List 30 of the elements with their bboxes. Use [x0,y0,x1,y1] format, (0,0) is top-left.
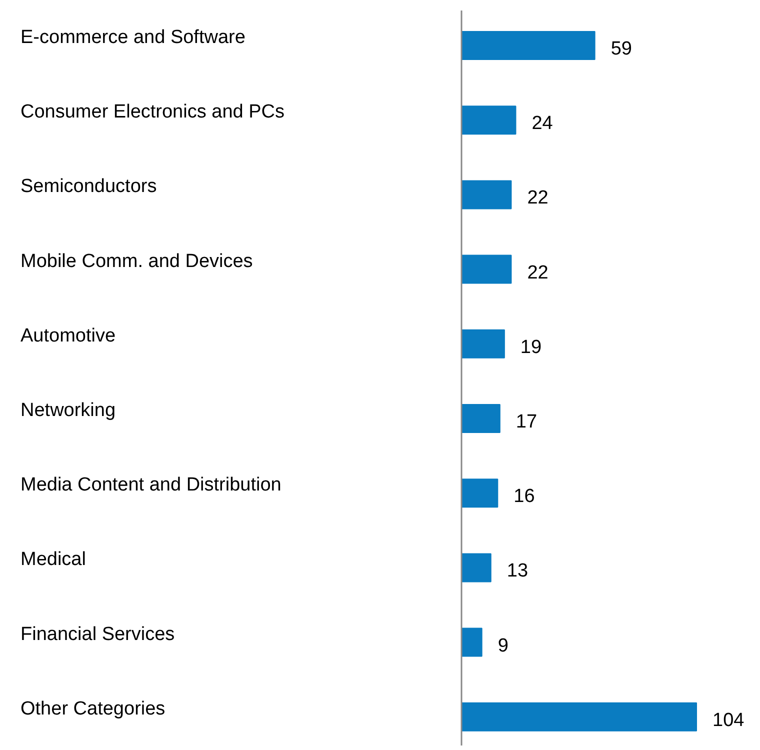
bar [461,702,697,732]
bar [461,254,512,284]
data-label: 24 [532,113,554,134]
bar [461,180,512,210]
bar [461,329,505,358]
data-label: 22 [527,188,548,209]
y-tick-label: Medical [20,549,86,570]
y-tick-label: Consumer Electronics and PCs [20,102,284,123]
bar [461,106,516,135]
y-tick-label: Semiconductors [20,176,157,198]
y-tick-label: Media Content and Distribution [20,474,282,496]
y-tick-label: Financial Services [20,624,175,645]
data-label: 22 [527,262,548,284]
data-label: 13 [506,560,528,582]
bar [461,31,596,60]
data-label: 16 [514,486,535,508]
y-tick-label: Mobile Comm. and Devices [20,250,253,272]
y-tick-label: Networking [20,400,116,421]
y-tick-label: E-commerce and Software [20,27,246,48]
data-label: 59 [610,38,632,60]
data-label: 9 [498,635,508,656]
data-label: 17 [516,412,538,432]
bar [461,628,482,657]
y-tick-label: Automotive [20,325,116,346]
bar [461,478,498,508]
y-tick-label: Other Categories [20,698,166,720]
data-label: 19 [520,336,542,358]
bar [461,404,500,433]
data-label: 104 [712,710,745,731]
bar [461,553,492,582]
